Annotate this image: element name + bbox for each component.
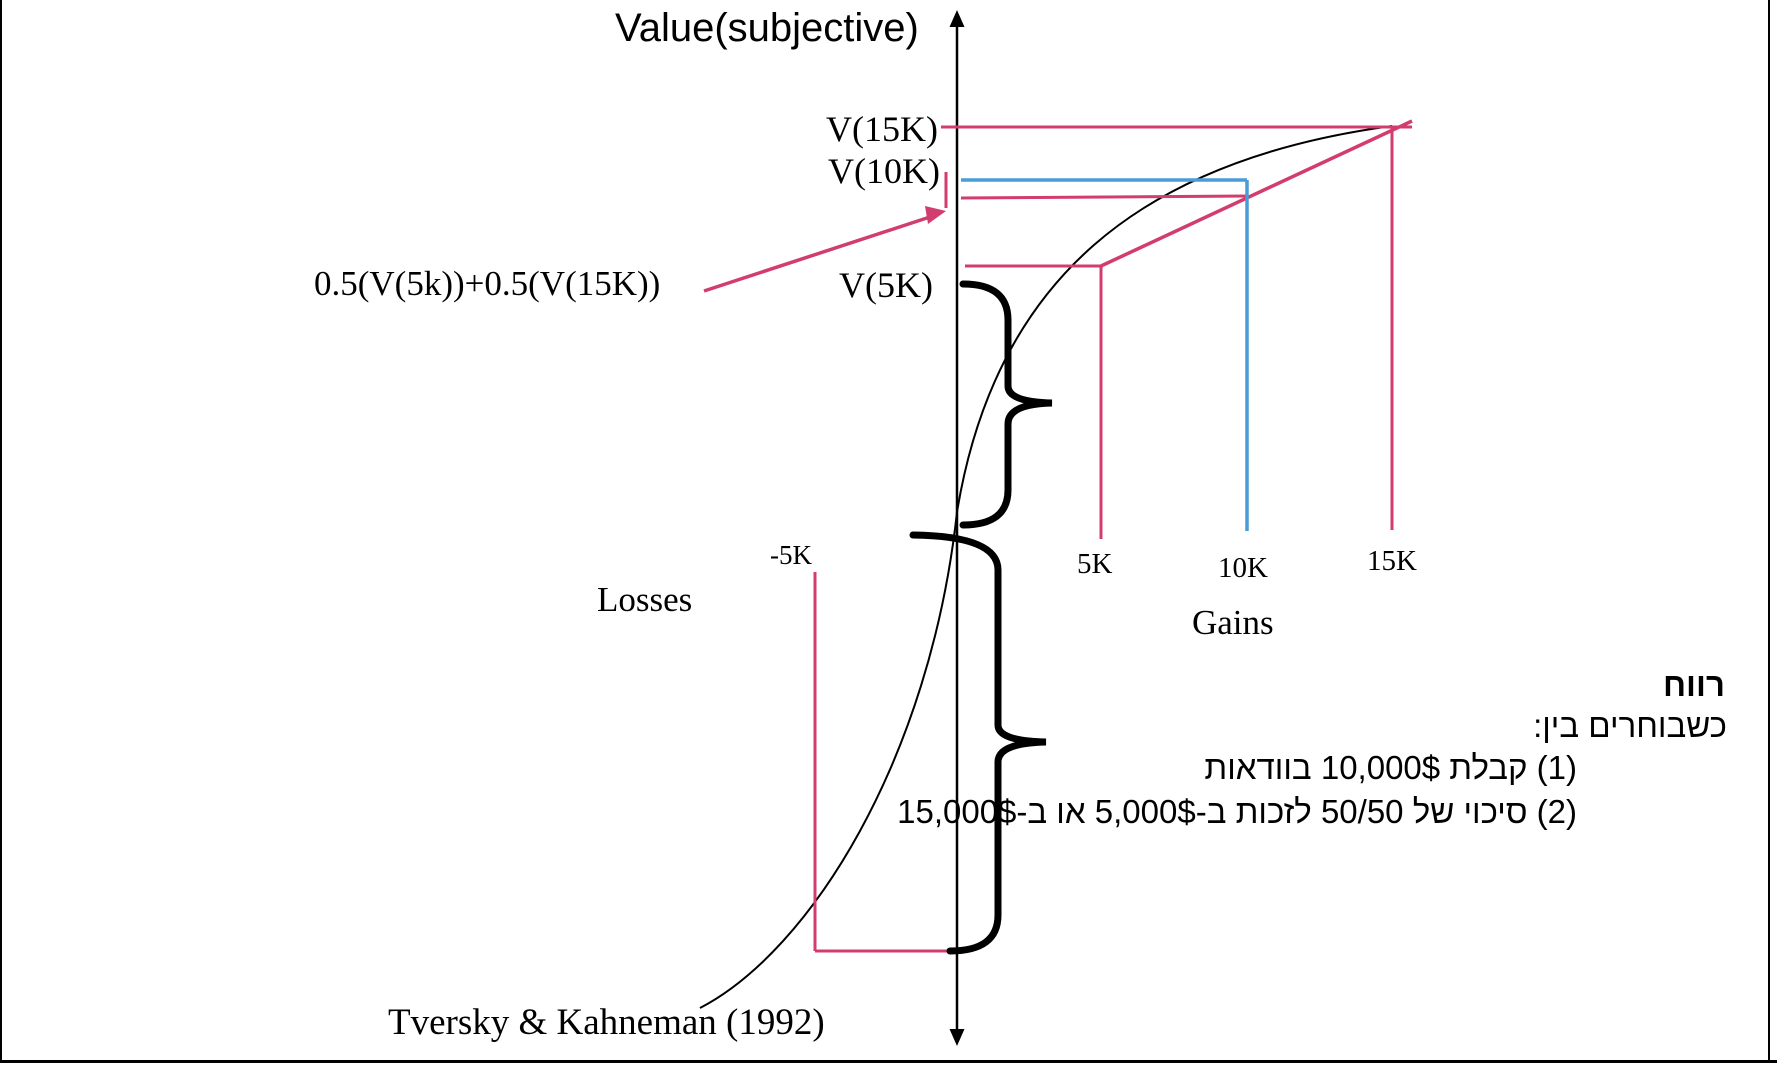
- citation-label: Tversky & Kahneman (1992): [388, 1002, 825, 1043]
- slide-border-bottom: [0, 1060, 1777, 1063]
- tick-label-10k: 10K: [1218, 552, 1268, 584]
- value-function-curve: [699, 125, 1393, 1009]
- y-axis-arrow-down-icon: [949, 1029, 965, 1046]
- expected-value-level-line: [960, 194, 1249, 200]
- annotation-arrowhead-icon: [925, 206, 946, 224]
- y-axis-title: Value(subjective): [615, 6, 919, 50]
- v15k-label: V(15K): [826, 109, 938, 149]
- losses-label: Losses: [597, 580, 693, 619]
- loss-brace: [909, 531, 1047, 955]
- gamble-chord-line: [1100, 119, 1413, 268]
- slide-border-right: [1768, 0, 1770, 1063]
- tick-label-neg5k: -5K: [770, 540, 812, 570]
- note-line-choose: כשבוחרים בין:: [1533, 707, 1727, 744]
- note-line-option1: (1) קבלת 10,000$ בוודאות: [1204, 749, 1577, 786]
- gains-label: Gains: [1192, 603, 1274, 642]
- tick-label-5k: 5K: [1077, 548, 1113, 580]
- note-heading: רווח: [1662, 666, 1725, 703]
- v10k-label: V(10K): [828, 151, 940, 191]
- y-axis-arrow-up-icon: [949, 10, 965, 27]
- v5k-label: V(5K): [839, 265, 933, 305]
- gain-brace: [959, 280, 1053, 529]
- slide-border-left: [0, 0, 2, 1063]
- expected-value-label: 0.5(V(5k))+0.5(V(15K)): [314, 264, 661, 303]
- note-line-option2: (2) סיכוי של 50/50 לזכות ב-5,000$ או ב-1…: [897, 793, 1577, 830]
- tick-label-15k: 15K: [1367, 545, 1417, 577]
- annotation-arrow-line: [703, 214, 934, 293]
